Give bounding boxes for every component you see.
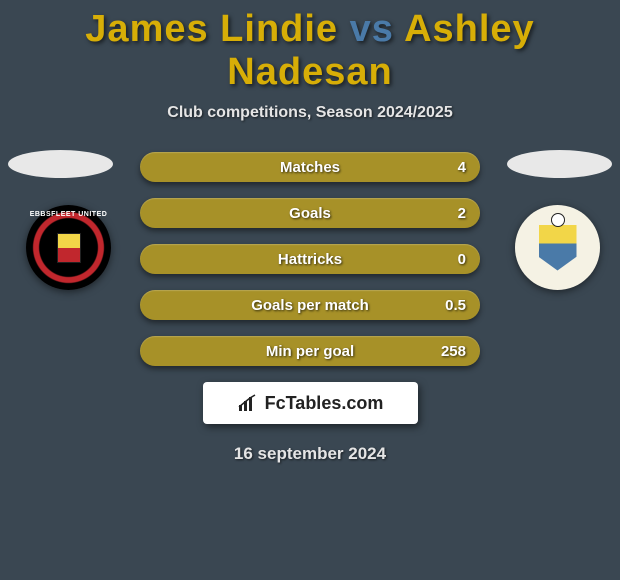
player1-name: James Lindie xyxy=(85,8,338,50)
site-badge: FcTables.com xyxy=(203,382,418,424)
stat-value-right: 0.5 xyxy=(445,297,466,314)
stat-bar: Hattricks 0 xyxy=(140,244,480,274)
stat-label: Goals per match xyxy=(251,297,369,314)
chart-icon xyxy=(237,393,259,413)
stat-bars: Matches 4 Goals 2 Hattricks 0 Goals per match 0… xyxy=(140,150,480,366)
team1-badge: EBBSFLEET UNITED xyxy=(26,205,111,290)
vs-text: vs xyxy=(350,8,394,50)
team2-shield-icon xyxy=(539,225,577,271)
team2-ball-icon xyxy=(551,213,565,227)
team2-badge xyxy=(515,205,600,290)
stat-label: Goals xyxy=(289,205,331,222)
stat-bar: Min per goal 258 xyxy=(140,336,480,366)
stat-value-right: 258 xyxy=(441,343,466,360)
stat-label: Min per goal xyxy=(266,343,354,360)
player1-oval xyxy=(8,150,113,178)
stat-bar: Matches 4 xyxy=(140,152,480,182)
stat-value-right: 4 xyxy=(458,159,466,176)
stats-area: EBBSFLEET UNITED Matches 4 Goals 2 Hattricks… xyxy=(0,150,620,366)
season-subtitle: Club competitions, Season 2024/2025 xyxy=(0,104,620,122)
site-name: FcTables.com xyxy=(265,393,384,414)
snapshot-date: 16 september 2024 xyxy=(0,444,620,464)
stat-bar: Goals per match 0.5 xyxy=(140,290,480,320)
comparison-title: James Lindie vs Ashley Nadesan xyxy=(0,0,620,94)
stat-value-right: 0 xyxy=(458,251,466,268)
stat-label: Matches xyxy=(280,159,340,176)
player2-oval xyxy=(507,150,612,178)
stat-label: Hattricks xyxy=(278,251,342,268)
team1-badge-text: EBBSFLEET UNITED xyxy=(26,211,111,218)
stat-value-right: 2 xyxy=(458,205,466,222)
stat-bar: Goals 2 xyxy=(140,198,480,228)
